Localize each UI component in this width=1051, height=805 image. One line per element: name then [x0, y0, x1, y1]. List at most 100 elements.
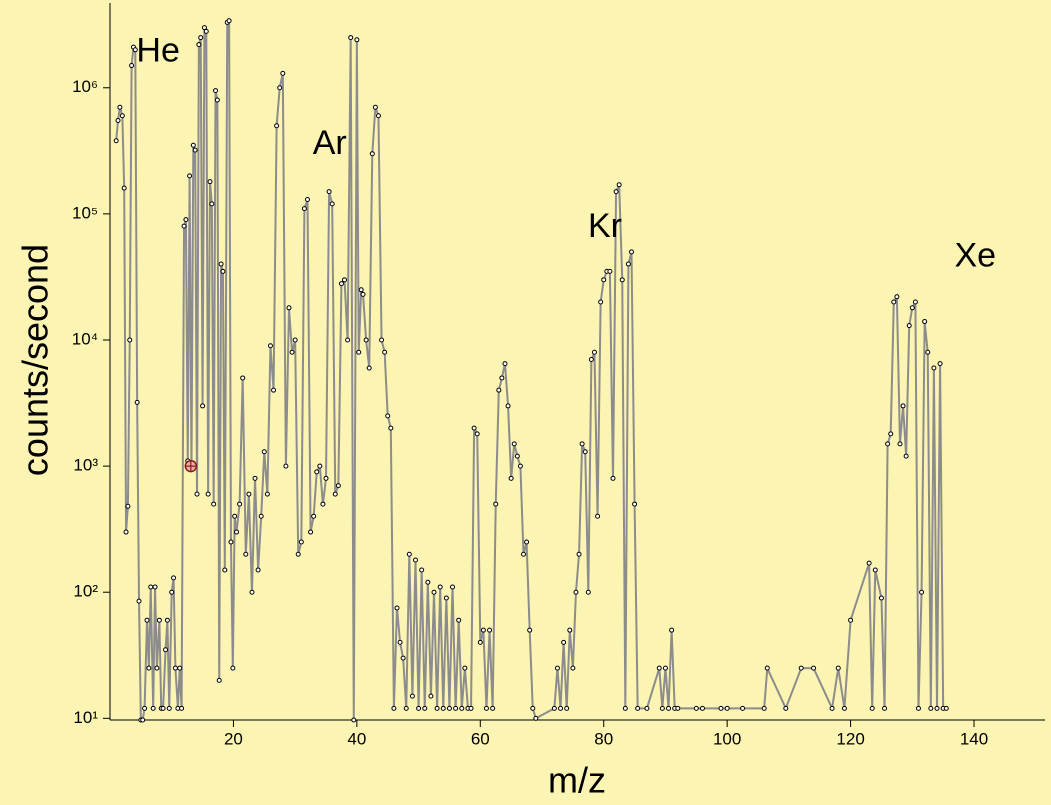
- data-point: [718, 705, 724, 711]
- data-point: [308, 529, 314, 535]
- data-point: [878, 595, 884, 601]
- data-point: [453, 705, 459, 711]
- data-point: [527, 627, 533, 633]
- data-point: [354, 37, 360, 43]
- x-tick-label: 40: [347, 729, 366, 748]
- data-point: [366, 365, 372, 371]
- data-point: [474, 431, 480, 437]
- data-point: [582, 449, 588, 455]
- data-point: [514, 453, 520, 459]
- peak-annotation: Kr: [588, 207, 622, 245]
- data-point: [146, 665, 152, 671]
- data-point: [591, 349, 597, 355]
- data-point: [214, 97, 220, 103]
- data-point: [416, 705, 422, 711]
- data-point: [573, 589, 579, 595]
- data-point: [142, 705, 148, 711]
- data-point: [252, 475, 258, 481]
- data-point: [610, 475, 616, 481]
- data-point: [483, 705, 489, 711]
- y-tick-label: 10¹: [73, 708, 98, 727]
- data-point: [909, 305, 915, 311]
- data-point: [271, 387, 277, 393]
- data-point: [409, 693, 415, 699]
- data-point: [335, 483, 341, 489]
- data-point: [937, 361, 943, 367]
- data-point: [517, 463, 523, 469]
- data-point: [511, 441, 517, 447]
- data-point: [740, 705, 746, 711]
- y-tick-label: 10⁵: [72, 203, 98, 222]
- data-point: [201, 25, 207, 31]
- data-point: [471, 425, 477, 431]
- data-point: [283, 463, 289, 469]
- data-point: [866, 560, 872, 566]
- data-point: [194, 491, 200, 497]
- data-point: [419, 567, 425, 573]
- data-point: [171, 575, 177, 581]
- x-tick-label: 80: [594, 729, 613, 748]
- data-point: [462, 665, 468, 671]
- data-point: [196, 42, 202, 48]
- data-point: [943, 705, 949, 711]
- data-point: [406, 551, 412, 557]
- data-point: [570, 665, 576, 671]
- data-point: [554, 665, 560, 671]
- data-point: [561, 639, 567, 645]
- data-point: [505, 403, 511, 409]
- data-point: [222, 567, 228, 573]
- data-point: [894, 294, 900, 300]
- data-point: [220, 268, 226, 274]
- data-point: [363, 337, 369, 343]
- x-tick-label: 140: [960, 729, 988, 748]
- data-point: [140, 717, 146, 723]
- data-point: [724, 705, 730, 711]
- data-point: [301, 206, 307, 212]
- data-point: [246, 491, 252, 497]
- data-point: [394, 605, 400, 611]
- data-point: [934, 705, 940, 711]
- y-tick-label: 10⁴: [72, 329, 98, 348]
- data-point: [699, 705, 705, 711]
- data-point: [662, 665, 668, 671]
- data-point: [129, 63, 135, 69]
- data-point: [576, 551, 582, 557]
- data-point: [783, 705, 789, 711]
- data-point: [348, 35, 354, 41]
- data-point: [811, 665, 817, 671]
- data-point: [388, 425, 394, 431]
- data-point: [148, 584, 154, 590]
- data-point: [579, 441, 585, 447]
- data-point: [205, 491, 211, 497]
- data-point: [382, 349, 388, 355]
- data-point: [437, 584, 443, 590]
- data-point: [164, 617, 170, 623]
- data-point: [304, 197, 310, 203]
- data-point: [443, 595, 449, 601]
- data-point: [163, 647, 169, 653]
- data-point: [533, 715, 539, 721]
- data-point: [280, 70, 286, 76]
- data-point: [551, 705, 557, 711]
- data-point: [181, 223, 187, 229]
- data-point: [428, 693, 434, 699]
- data-point: [829, 705, 835, 711]
- data-point: [598, 299, 604, 305]
- data-point: [585, 589, 591, 595]
- x-tick-label: 20: [224, 729, 243, 748]
- data-point: [144, 617, 150, 623]
- data-point: [798, 665, 804, 671]
- data-point: [835, 665, 841, 671]
- data-point: [286, 305, 292, 311]
- data-point: [358, 287, 364, 293]
- data-point: [625, 261, 631, 267]
- data-point: [329, 201, 335, 207]
- data-point: [240, 375, 246, 381]
- data-point: [601, 277, 607, 283]
- data-point: [200, 403, 206, 409]
- data-point: [493, 501, 499, 507]
- data-point: [332, 491, 338, 497]
- data-point: [903, 453, 909, 459]
- data-point: [198, 35, 204, 41]
